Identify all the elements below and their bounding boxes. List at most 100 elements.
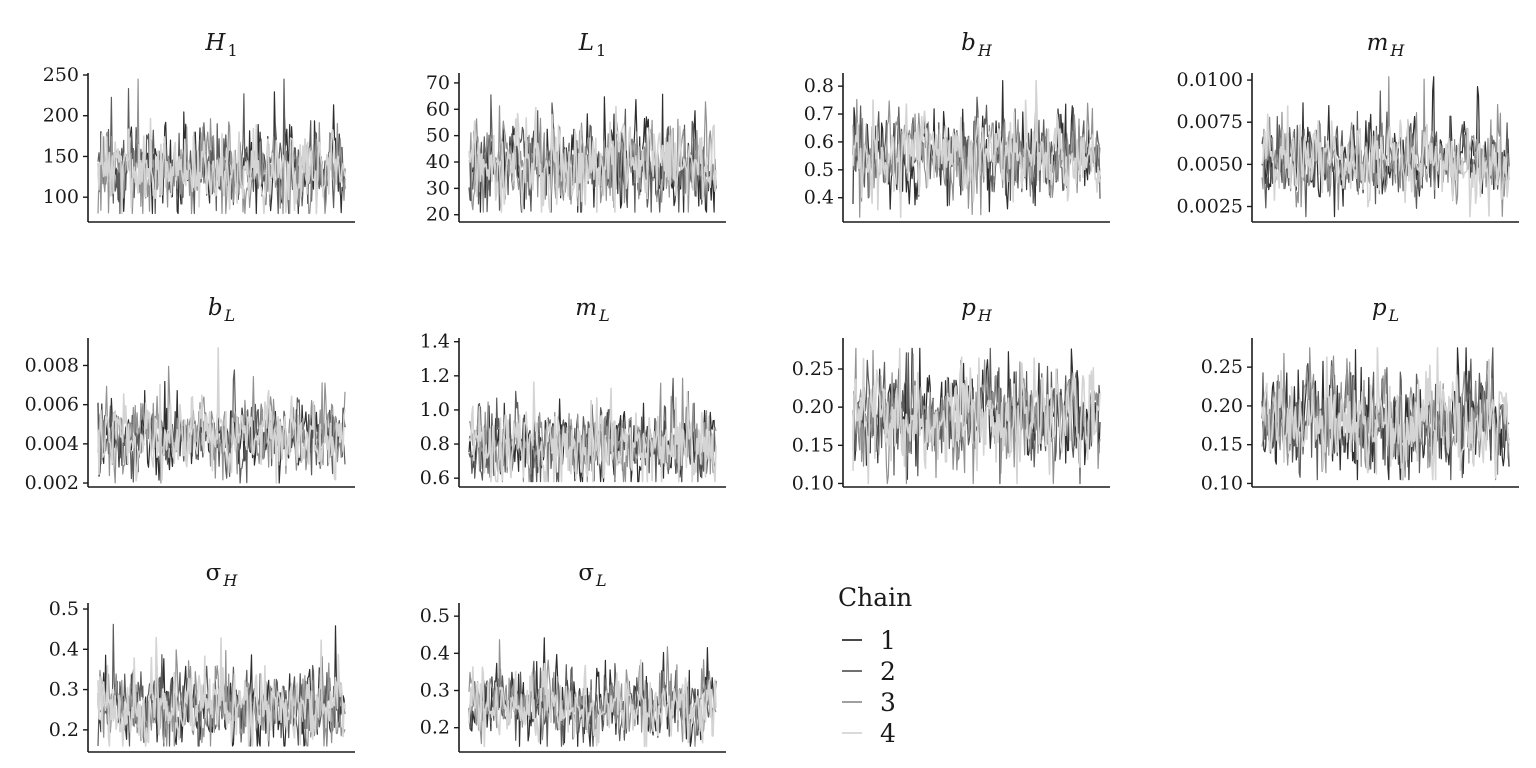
panel-8: p L 0.10 0.15 0.20 0.25 (1201, 295, 1519, 494)
legend-item-3: 3 (842, 688, 896, 717)
y-tick-label: 0.4 (49, 638, 79, 660)
trace-chain-4 (97, 636, 346, 747)
panel-title-subscript: H (1389, 41, 1405, 60)
y-tick-label: 0.004 (25, 433, 79, 455)
y-tick-label: 0.006 (25, 394, 79, 416)
legend-label: 3 (880, 688, 896, 717)
y-tick-label: 0.5 (420, 605, 450, 627)
traces (852, 79, 1101, 218)
trace-chain-4 (852, 79, 1101, 218)
trace-chain-4 (468, 659, 717, 748)
legend-item-4: 4 (842, 719, 896, 748)
y-tick-label: 0.5 (804, 159, 834, 181)
trace-chain-3 (1261, 347, 1510, 481)
y-tick-label: 0.3 (49, 679, 79, 701)
y-tick-label: 200 (43, 105, 79, 127)
y-tick-label: 0.6 (420, 467, 450, 489)
panel-title-subscript: H (977, 306, 993, 325)
y-tick-label: 70 (426, 72, 450, 94)
y-tick-label: 0.0025 (1177, 196, 1243, 218)
legend-item-1: 1 (842, 626, 896, 655)
trace-chain-4 (1261, 105, 1510, 218)
panel-7: p H 0.10 0.15 0.20 0.25 (792, 295, 1110, 494)
legend-title: Chain (838, 583, 912, 612)
y-tick-label: 20 (426, 204, 450, 226)
panel-3: b H 0.4 0.5 0.6 0.7 0.8 (804, 30, 1110, 223)
trace-chain-4 (852, 347, 1101, 485)
panel-title-subscript: 1 (227, 41, 237, 60)
traces (468, 93, 717, 213)
panel-title-symbol: m (1367, 30, 1389, 56)
y-tick-label: 0.002 (25, 472, 79, 494)
trace-chain-4 (97, 347, 346, 484)
y-tick-label: 0.25 (792, 358, 834, 380)
y-tick-label: 0.8 (420, 433, 450, 455)
y-tick-label: 40 (426, 151, 450, 173)
y-tick-label: 1.2 (420, 365, 450, 387)
trace-chain-4 (1261, 346, 1510, 481)
y-tick-label: 150 (43, 145, 79, 167)
panel-title-symbol: b (208, 295, 223, 321)
panel-title-symbol: H (204, 30, 226, 56)
trace-chain-2 (468, 377, 717, 483)
legend-label: 1 (880, 626, 896, 655)
y-tick-label: 0.5 (49, 598, 79, 620)
traces (852, 347, 1101, 485)
y-tick-label: 0.0100 (1177, 69, 1243, 91)
trace-chain-4 (468, 381, 717, 483)
y-tick-label: 30 (426, 177, 450, 199)
panel-title-subscript: L (1388, 306, 1400, 325)
y-tick-label: 0.8 (804, 75, 834, 97)
trace-chain-3 (852, 98, 1101, 218)
trace-chain-2 (468, 660, 717, 747)
panel-title-symbol: p (1372, 295, 1387, 321)
y-tick-label: 0.0050 (1177, 153, 1243, 175)
y-tick-label: 1.0 (420, 399, 450, 421)
y-tick-label: 50 (426, 125, 450, 147)
panel-title-subscript: 1 (596, 41, 606, 60)
y-tick-label: 60 (426, 98, 450, 120)
panel-5: b L 0.002 0.004 0.006 0.008 (25, 295, 355, 494)
y-tick-label: 0.4 (804, 187, 834, 209)
traces (468, 377, 717, 483)
panel-title-symbol: m (575, 295, 597, 321)
traces (97, 623, 346, 747)
traces (97, 347, 346, 484)
trace-chain-4 (97, 117, 346, 215)
y-tick-label: 0.15 (1201, 434, 1243, 456)
panel-6: m L 0.6 0.8 1.0 1.2 1.4 (420, 295, 726, 489)
panel-title-subscript: H (222, 571, 238, 590)
y-tick-label: 0.0075 (1177, 111, 1243, 133)
legend-item-2: 2 (842, 657, 896, 686)
panel-title-subscript: H (977, 41, 993, 60)
y-tick-label: 0.6 (804, 131, 834, 153)
panel-4: m H 0.0025 0.0050 0.0075 0.0100 (1177, 30, 1519, 223)
panel-title-subscript: L (224, 306, 236, 325)
panel-title-symbol: p (961, 295, 976, 321)
y-tick-label: 0.2 (420, 717, 450, 739)
y-tick-label: 0.2 (49, 719, 79, 741)
traces (1261, 76, 1510, 218)
y-tick-label: 0.3 (420, 680, 450, 702)
y-tick-label: 0.4 (420, 642, 450, 664)
traces (97, 78, 346, 215)
panel-title-symbol: L (578, 30, 594, 56)
y-tick-label: 0.15 (792, 434, 834, 456)
panel-1: H 1 100 150 200 250 (43, 30, 355, 223)
panel-2: L 1 20 30 40 50 60 70 (426, 30, 726, 226)
y-tick-label: 0.20 (1201, 395, 1243, 417)
y-tick-label: 0.25 (1201, 356, 1243, 378)
trace-chain-4 (468, 105, 717, 213)
